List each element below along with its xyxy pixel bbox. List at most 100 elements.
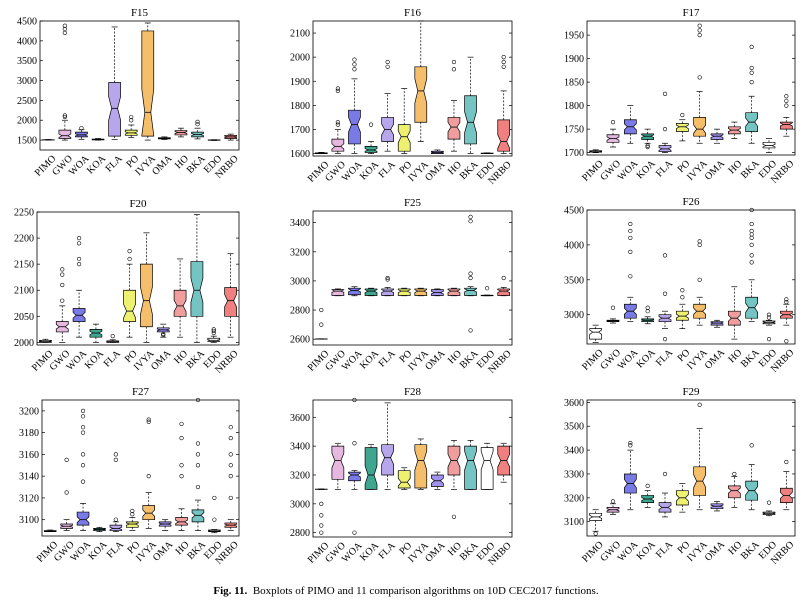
box-gwo	[606, 119, 620, 148]
x-tick-label: FLA	[377, 348, 399, 370]
outlier-point	[766, 337, 772, 342]
box-body	[414, 288, 428, 296]
chart-title: F28	[404, 386, 422, 398]
plot-frame	[39, 20, 240, 151]
box-body	[109, 524, 123, 531]
box-fla	[658, 253, 672, 342]
box-pimo	[41, 139, 55, 141]
x-tick-label: OMA	[423, 540, 448, 565]
box-oma	[710, 501, 724, 512]
outlier-point	[195, 397, 201, 403]
outlier-point	[319, 530, 324, 535]
outlier-point	[62, 23, 67, 28]
box-body	[381, 444, 394, 476]
y-tick-label: 2000	[17, 116, 37, 127]
outlier-point	[352, 441, 357, 446]
outlier-point	[628, 235, 633, 241]
outlier-point	[129, 118, 134, 123]
box-gwo	[331, 288, 345, 297]
outlier-point	[80, 408, 86, 413]
outlier-point	[468, 219, 473, 224]
y-tick-label: 2000	[14, 338, 34, 349]
box-gwo	[58, 23, 72, 141]
plot-frame	[36, 211, 240, 346]
outlier-point	[680, 295, 685, 300]
x-tick-label: BKA	[739, 158, 762, 181]
y-tick-label: 3000	[17, 76, 37, 87]
y-tick-label: 1600	[290, 149, 310, 160]
box-body	[364, 146, 378, 153]
chart-title: F25	[404, 197, 422, 209]
outlier-point	[784, 300, 789, 305]
outlier-point	[662, 253, 668, 258]
y-tick-label: 3400	[290, 218, 310, 229]
figure-caption: Fig. 11. Boxplots of PIMO and 11 compari…	[0, 585, 812, 597]
outlier-point	[385, 59, 390, 65]
box-pimo	[314, 307, 328, 340]
y-tick-label: 1700	[564, 148, 584, 159]
x-tick-label: FLA	[104, 153, 126, 175]
outlier-point	[195, 452, 201, 457]
outlier-point	[76, 256, 82, 262]
x-tick-label: FLA	[377, 540, 399, 562]
outlier-point	[749, 207, 754, 213]
box-po	[124, 114, 138, 139]
y-tick-label: 3200	[290, 247, 310, 258]
plot-frame	[312, 210, 513, 346]
outlier-point	[179, 474, 184, 479]
outlier-point	[62, 114, 67, 120]
outlier-point	[80, 463, 86, 468]
outlier-point	[628, 440, 633, 446]
chart-panel-f20: F20200020502100215022002250PIMOGWOWOAKOA…	[14, 198, 241, 376]
y-tick-label: 1700	[290, 125, 310, 136]
outlier-point	[179, 421, 184, 427]
y-tick-label: 3100	[564, 517, 584, 528]
x-tick-label: BKA	[739, 539, 762, 562]
outlier-point	[766, 315, 772, 320]
outlier-point	[697, 28, 702, 33]
box-ho	[727, 121, 741, 139]
box-body	[779, 121, 793, 130]
box-edo	[208, 495, 221, 534]
box-body	[497, 288, 511, 296]
outlier-point	[645, 305, 650, 310]
outlier-point	[335, 122, 340, 127]
y-tick-label: 3000	[290, 499, 310, 510]
outlier-point	[352, 62, 357, 67]
box-body	[447, 288, 461, 296]
y-tick-label: 2800	[290, 306, 310, 317]
box-pimo	[589, 324, 603, 343]
outlier-point	[195, 119, 200, 124]
outlier-point	[228, 474, 233, 479]
box-body	[331, 445, 345, 480]
outlier-point	[610, 499, 616, 504]
outlier-point	[113, 517, 118, 522]
box-nrbo	[779, 94, 793, 137]
box-ivya	[414, 20, 428, 142]
y-tick-label: 3500	[564, 422, 584, 433]
x-tick-label: FLA	[377, 159, 399, 181]
box-body	[727, 485, 741, 499]
y-tick-label: 3000	[564, 310, 584, 321]
outlier-point	[784, 297, 789, 302]
caption-text: Boxplots of PIMO and 11 comparison algor…	[252, 585, 599, 597]
box-koa	[641, 128, 655, 150]
box-body	[364, 447, 378, 490]
outlier-point	[76, 262, 82, 267]
box-woa	[348, 286, 361, 297]
outlier-point	[146, 419, 151, 424]
outlier-point	[468, 271, 473, 276]
x-tick-label: OMA	[149, 348, 174, 373]
y-tick-label: 3200	[19, 406, 39, 417]
x-tick-label: FLA	[102, 348, 124, 370]
box-oma	[710, 128, 724, 144]
outlier-point	[697, 239, 702, 244]
box-pimo	[39, 338, 52, 343]
outlier-point	[80, 479, 86, 484]
outlier-point	[62, 30, 67, 36]
outlier-point	[784, 98, 789, 104]
chart-panel-f16: F16160017001800190020002100PIMOGWOWOAKOA…	[290, 7, 514, 187]
outlier-point	[110, 334, 115, 339]
y-tick-label: 3300	[564, 469, 584, 480]
